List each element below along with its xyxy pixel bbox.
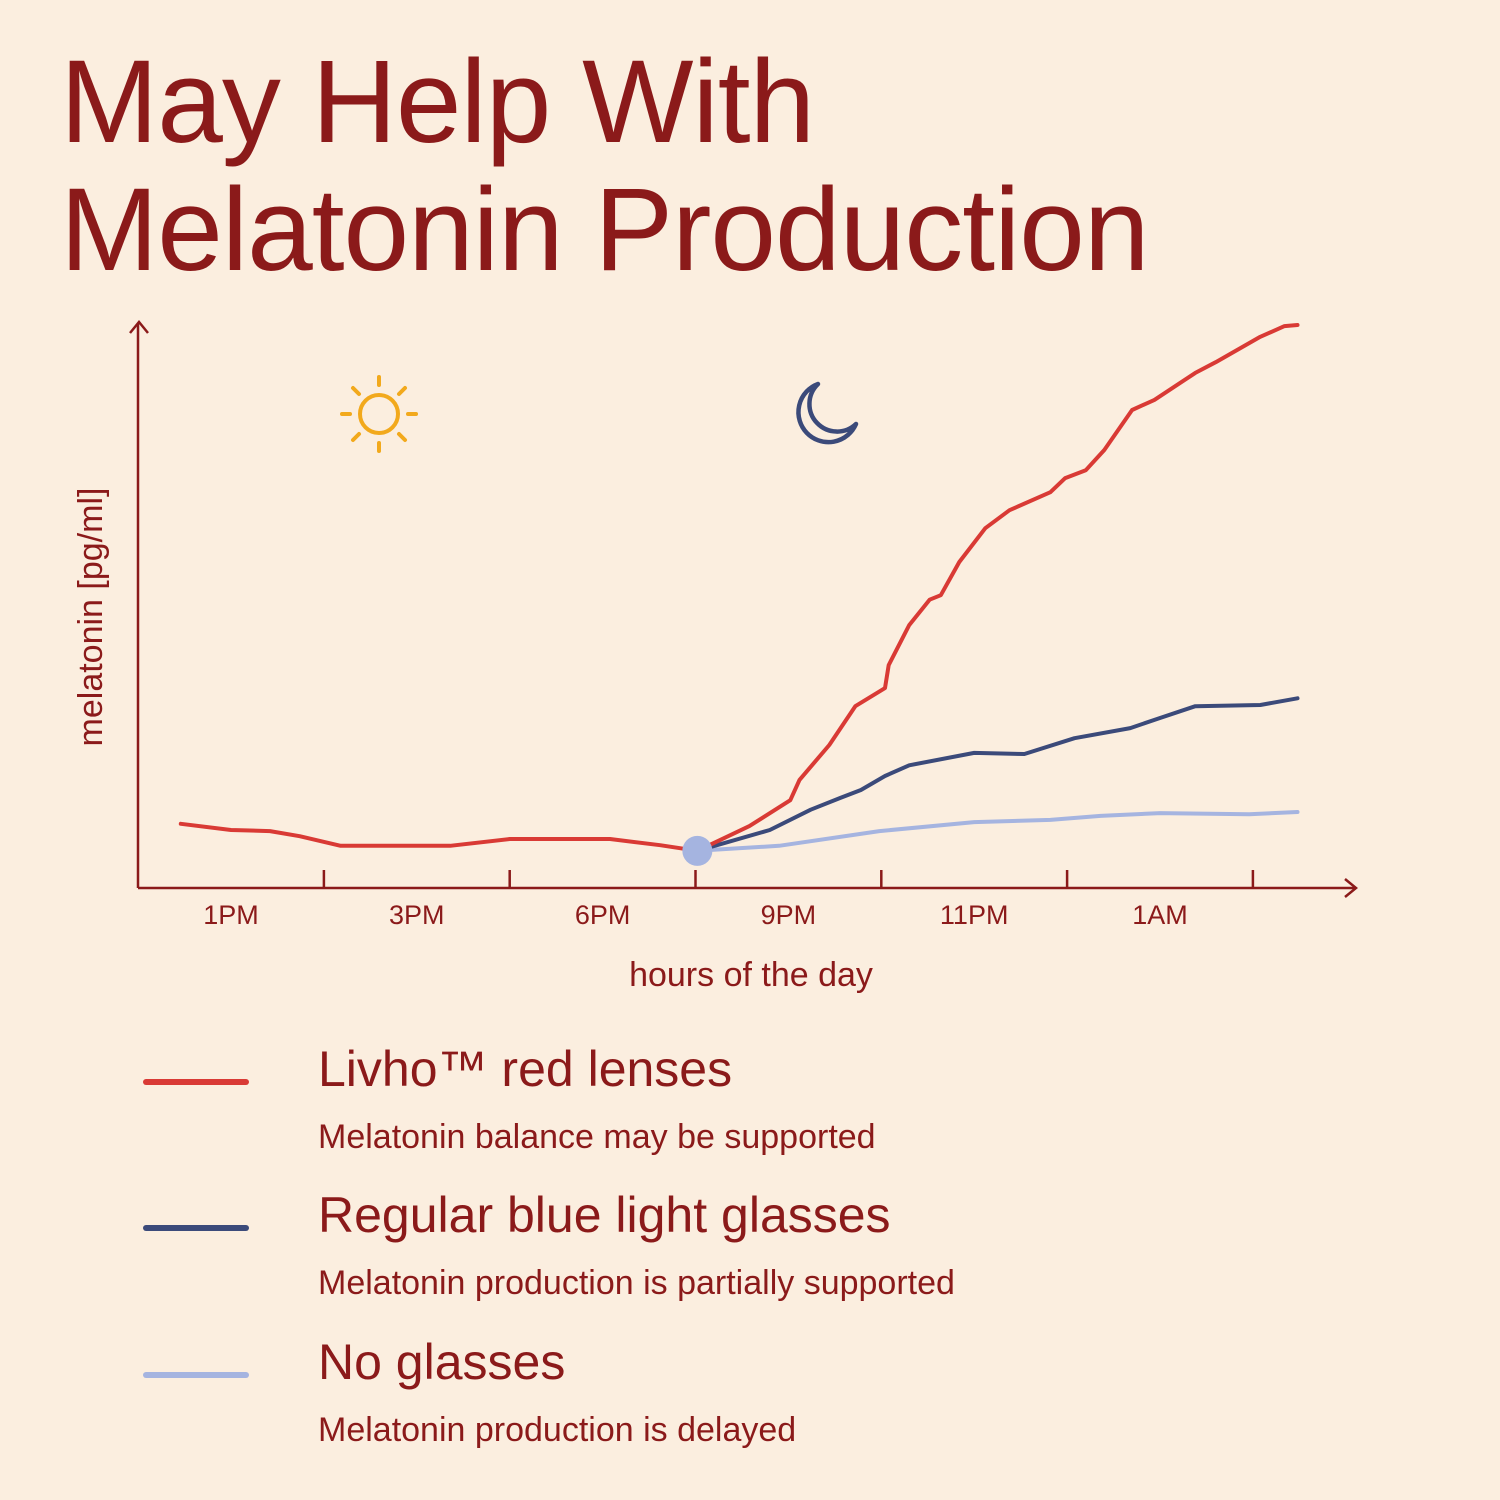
start-point-marker (682, 835, 713, 866)
x-tick-label: 3PM (389, 900, 445, 930)
legend-name: No glasses (318, 1334, 566, 1390)
x-axis-label: hours of the day (629, 956, 873, 994)
x-axis-arrow (1344, 878, 1358, 898)
legend-description: Melatonin production is partially suppor… (318, 1264, 955, 1302)
y-axis-label: melatonin [pg/ml] (72, 488, 110, 747)
sun-icon (340, 375, 418, 453)
x-tick-label: 9PM (761, 900, 817, 930)
title-line-2: Melatonin Production (60, 164, 1150, 296)
x-tick-label: 6PM (575, 900, 631, 930)
legend-description: Melatonin production is delayed (318, 1411, 797, 1449)
x-tick-label: 1AM (1132, 900, 1188, 930)
y-axis-arrow (129, 320, 149, 334)
legend-swatch-light-blue (143, 1372, 249, 1378)
series-line-red-lenses (178, 323, 1300, 853)
legend-item-no-glasses: No glasses Melatonin production is delay… (0, 1333, 1500, 1463)
x-tick-label: 11PM (940, 900, 1009, 930)
melatonin-chart: 1PM 3PM 6PM 9PM 11PM 1AM hours of the day melat… (72, 320, 1358, 994)
page-title: May Help With Melatonin Production (60, 36, 1150, 296)
legend-description: Melatonin balance may be supported (318, 1118, 876, 1156)
legend-item-red-lenses: Livho™ red lenses Melatonin balance may … (0, 1040, 1500, 1170)
series-line-no-glasses (695, 810, 1300, 853)
axis-labels: 1PM 3PM 6PM 9PM 11PM 1AM hours of the day melat… (72, 488, 1188, 994)
title-line-1: May Help With (60, 36, 815, 168)
legend-swatch-red (143, 1079, 249, 1085)
series-line-blue-light-glasses (695, 696, 1300, 853)
legend-item-blue-light-glasses: Regular blue light glasses Melatonin pro… (0, 1186, 1500, 1316)
x-tick-label: 1PM (203, 900, 259, 930)
axes (129, 320, 1358, 898)
legend-name: Livho™ red lenses (318, 1041, 733, 1097)
moon-icon (796, 381, 859, 445)
day-night-icons (340, 375, 859, 453)
legend-name: Regular blue light glasses (318, 1187, 891, 1243)
series-lines (178, 323, 1300, 866)
legend-swatch-dark-blue (143, 1225, 249, 1231)
